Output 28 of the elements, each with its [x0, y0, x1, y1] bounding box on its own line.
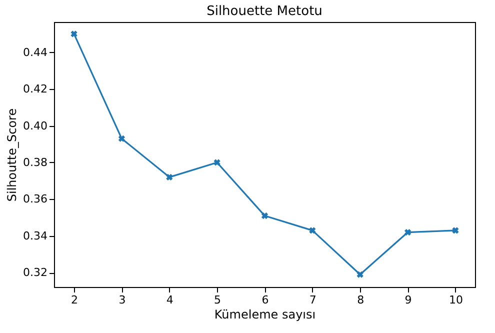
- y-tick-label: 0.40: [23, 119, 48, 132]
- x-tick-label: 4: [166, 294, 174, 306]
- x-tick-label: 5: [214, 294, 222, 306]
- point: [452, 227, 459, 234]
- point: [356, 271, 364, 278]
- x-tick-label: 7: [309, 294, 316, 306]
- x-tick-label: 8: [357, 294, 364, 306]
- point: [309, 227, 316, 234]
- y-tick-label: 0.36: [23, 192, 48, 206]
- x-tick-label: 2: [71, 294, 78, 306]
- point: [118, 135, 126, 142]
- x-tick-label: 3: [118, 294, 126, 306]
- x-tick-label: 9: [404, 294, 412, 306]
- y-tick-label: 0.42: [23, 82, 48, 96]
- point: [166, 174, 173, 180]
- y-tick-label: 0.38: [23, 156, 48, 169]
- point: [404, 228, 412, 236]
- y-tick-label: 0.32: [23, 266, 48, 280]
- x-tick-label: 10: [448, 294, 463, 306]
- point: [70, 30, 78, 38]
- x-axis-title: Kümeleme sayısı: [214, 308, 316, 322]
- y-tick-label: 0.34: [23, 229, 48, 242]
- point: [261, 212, 268, 220]
- y-tick-label: 0.44: [23, 46, 48, 59]
- point: [214, 159, 220, 166]
- y-axis-title: Silhoutte_Score: [5, 108, 20, 202]
- x-tick-label: 6: [262, 294, 269, 306]
- chart-title: Silhouette Metotu: [206, 4, 322, 19]
